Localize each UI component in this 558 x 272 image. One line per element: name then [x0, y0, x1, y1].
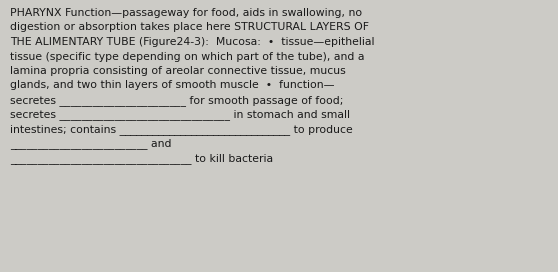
Text: _________________________ and: _________________________ and [10, 138, 171, 149]
Text: intestines; contains _______________________________ to produce: intestines; contains ___________________… [10, 124, 353, 135]
Text: lamina propria consisting of areolar connective tissue, mucus: lamina propria consisting of areolar con… [10, 66, 346, 76]
Text: tissue (specific type depending on which part of the tube), and a: tissue (specific type depending on which… [10, 51, 364, 61]
Text: secretes _______________________________ in stomach and small: secretes _______________________________… [10, 110, 350, 120]
Text: THE ALIMENTARY TUBE (Figure24-3):  Mucosa:  •  tissue—epithelial: THE ALIMENTARY TUBE (Figure24-3): Mucosa… [10, 37, 374, 47]
Text: _________________________________ to kill bacteria: _________________________________ to kil… [10, 153, 273, 164]
Text: secretes _______________________ for smooth passage of food;: secretes _______________________ for smo… [10, 95, 343, 106]
Text: digestion or absorption takes place here STRUCTURAL LAYERS OF: digestion or absorption takes place here… [10, 23, 369, 32]
Text: PHARYNX Function—passageway for food, aids in swallowing, no: PHARYNX Function—passageway for food, ai… [10, 8, 362, 18]
Text: glands, and two thin layers of smooth muscle  •  function—: glands, and two thin layers of smooth mu… [10, 81, 335, 91]
